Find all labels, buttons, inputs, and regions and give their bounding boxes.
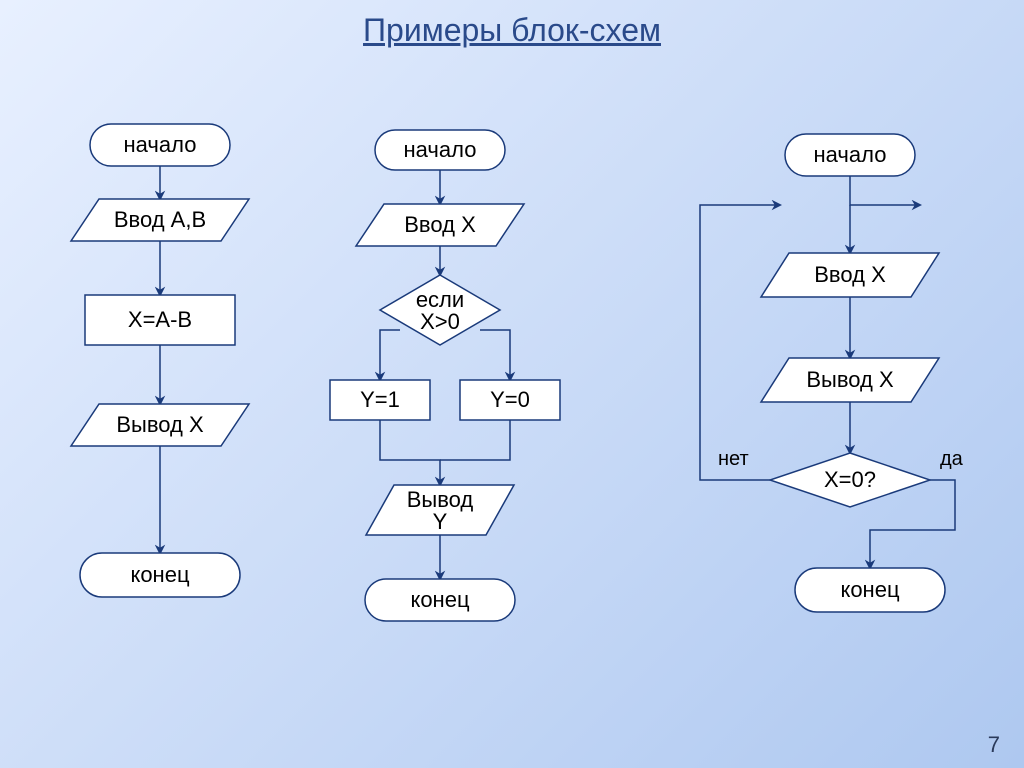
flow-node: Y=0 <box>460 380 560 420</box>
flow-node: ВыводY <box>366 485 514 535</box>
flow-edge <box>850 176 920 205</box>
svg-text:X=0?: X=0? <box>824 467 876 492</box>
svg-text:начало: начало <box>124 132 197 157</box>
flow-node: конец <box>795 568 945 612</box>
edge-label: да <box>940 448 964 470</box>
flow-edge <box>380 420 440 485</box>
flow-node: Х=А-В <box>85 295 235 345</box>
svg-text:конец: конец <box>130 562 189 587</box>
flow-node: Вывод Х <box>71 404 249 446</box>
flowchart-canvas: начало Ввод А,В Х=А-В Вывод Х конец начало Вво… <box>0 0 1024 768</box>
svg-text:начало: начало <box>404 137 477 162</box>
svg-text:конец: конец <box>840 577 899 602</box>
flow-node: Y=1 <box>330 380 430 420</box>
flow-edge <box>440 420 510 460</box>
svg-text:Ввод Х: Ввод Х <box>404 212 476 237</box>
edge-label: нет <box>718 448 749 470</box>
flow-edge <box>380 330 400 380</box>
svg-text:Y=1: Y=1 <box>360 387 400 412</box>
flow-node: конец <box>80 553 240 597</box>
svg-text:начало: начало <box>814 142 887 167</box>
flow-edge <box>480 330 510 380</box>
svg-text:Вывод Х: Вывод Х <box>806 367 894 392</box>
flow-node: X=0? <box>770 453 930 507</box>
flow-node: Ввод Х <box>356 204 524 246</box>
flow-edge <box>700 205 780 480</box>
flow-node: начало <box>90 124 230 166</box>
flow-node: начало <box>375 130 505 170</box>
svg-text:Вывод Х: Вывод Х <box>116 412 204 437</box>
svg-text:Y: Y <box>433 509 448 534</box>
svg-text:Х>0: Х>0 <box>420 309 460 334</box>
flow-node: Ввод А,В <box>71 199 249 241</box>
flow-node: еслиХ>0 <box>380 275 500 345</box>
svg-text:Ввод А,В: Ввод А,В <box>114 207 206 232</box>
svg-text:Y=0: Y=0 <box>490 387 530 412</box>
svg-text:Х=А-В: Х=А-В <box>128 307 192 332</box>
flow-node: начало <box>785 134 915 176</box>
svg-text:Ввод Х: Ввод Х <box>814 262 886 287</box>
svg-text:конец: конец <box>410 587 469 612</box>
flow-node: конец <box>365 579 515 621</box>
flow-node: Ввод Х <box>761 253 939 297</box>
flow-node: Вывод Х <box>761 358 939 402</box>
